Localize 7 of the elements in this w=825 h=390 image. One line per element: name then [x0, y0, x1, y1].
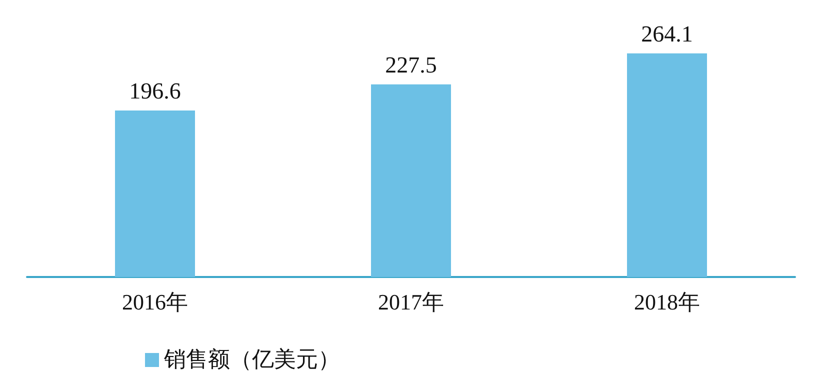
data-label: 196.6 — [129, 78, 181, 104]
legend-label: 销售额（亿美元） — [163, 348, 340, 372]
x-tick-label: 2017年 — [378, 290, 444, 314]
data-label: 227.5 — [385, 52, 437, 78]
x-tick-label: 2018年 — [634, 290, 700, 314]
x-tick-label: 2016年 — [122, 290, 188, 314]
data-label: 264.1 — [641, 21, 693, 46]
